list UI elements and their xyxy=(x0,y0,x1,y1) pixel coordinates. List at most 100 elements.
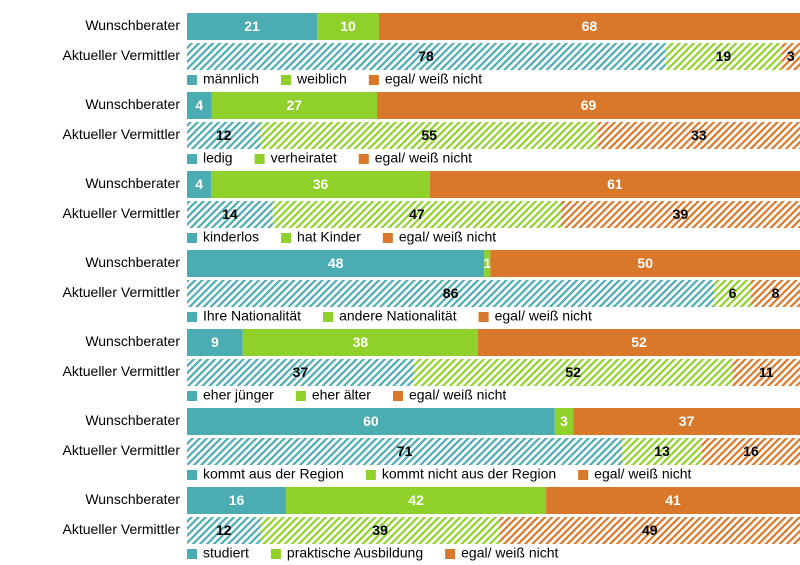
legend-label: egal/ weiß nicht xyxy=(461,545,558,561)
legend-label: studiert xyxy=(203,545,249,561)
bar-segment xyxy=(187,280,715,307)
category-label: Aktueller Vermittler xyxy=(63,284,181,300)
value-label: 3 xyxy=(560,413,568,429)
value-label: 39 xyxy=(372,522,388,538)
value-label: 11 xyxy=(759,364,774,380)
bar-segment xyxy=(597,122,800,149)
value-label: 14 xyxy=(222,206,238,222)
legend-swatch xyxy=(445,549,456,559)
value-label: 37 xyxy=(679,413,695,429)
category-label: Aktueller Vermittler xyxy=(63,363,181,379)
legend-swatch xyxy=(382,233,393,243)
legend-swatch xyxy=(281,75,292,85)
legend-label: andere Nationalität xyxy=(339,308,457,324)
value-label: 78 xyxy=(418,48,434,64)
bar-segment xyxy=(429,171,800,198)
value-label: 16 xyxy=(229,492,245,508)
bar-segment xyxy=(187,329,243,356)
bar-segment xyxy=(260,517,500,544)
bar-segment xyxy=(732,359,800,386)
legend-swatch xyxy=(187,470,197,480)
bar-segment xyxy=(622,438,702,465)
bar-segment xyxy=(286,487,547,514)
bar-segment xyxy=(187,487,287,514)
legend-label: kommt aus der Region xyxy=(203,466,344,482)
category-label: Wunschberater xyxy=(85,96,180,112)
value-label: 49 xyxy=(642,522,658,538)
legend-label: egal/ weiß nicht xyxy=(385,71,482,87)
value-label: 69 xyxy=(581,97,597,113)
value-label: 16 xyxy=(743,443,759,459)
legend-label: männlich xyxy=(203,71,259,87)
value-label: 52 xyxy=(631,334,647,350)
category-label: Wunschberater xyxy=(85,491,180,507)
bar-segment xyxy=(187,438,623,465)
bar-segment xyxy=(260,122,598,149)
category-label: Aktueller Vermittler xyxy=(63,126,181,142)
value-label: 86 xyxy=(443,285,459,301)
bar-segment xyxy=(187,517,261,544)
value-label: 42 xyxy=(408,492,424,508)
value-label: 27 xyxy=(286,97,302,113)
legend-swatch xyxy=(578,470,589,480)
legend-label: kinderlos xyxy=(203,229,259,245)
bar-segment xyxy=(187,13,318,40)
value-label: 36 xyxy=(313,176,329,192)
legend-swatch xyxy=(187,75,197,85)
legend-label: hat Kinder xyxy=(297,229,361,245)
value-label: 41 xyxy=(665,492,681,508)
bar-segment xyxy=(187,201,273,228)
value-label: 71 xyxy=(397,443,413,459)
legend-label: eher jünger xyxy=(203,387,274,403)
legend-label: weiblich xyxy=(296,71,347,87)
legend-label: ledig xyxy=(203,150,233,166)
legend-label: verheiratet xyxy=(271,150,337,166)
value-label: 61 xyxy=(607,176,623,192)
category-label: Wunschberater xyxy=(85,175,180,191)
legend-swatch xyxy=(323,312,334,322)
bar-segment xyxy=(554,408,574,435)
bar-segment xyxy=(187,171,212,198)
legend-label: eher älter xyxy=(312,387,371,403)
legend-label: egal/ weiß nicht xyxy=(399,229,496,245)
value-label: 21 xyxy=(244,18,260,34)
bar-segment xyxy=(484,250,491,277)
legend-swatch xyxy=(187,391,197,401)
legend-swatch xyxy=(295,391,306,401)
bar-segment xyxy=(560,201,800,228)
bar-segment xyxy=(187,92,212,119)
legend-swatch xyxy=(187,312,197,322)
bar-segment xyxy=(187,122,261,149)
category-label: Aktueller Vermittler xyxy=(63,47,181,63)
value-label: 4 xyxy=(195,176,203,192)
bar-segment xyxy=(750,280,800,307)
legend-label: egal/ weiß nicht xyxy=(409,387,506,403)
bar-segment xyxy=(499,517,800,544)
value-label: 12 xyxy=(216,127,232,143)
bar-segment xyxy=(187,408,555,435)
legend-swatch xyxy=(478,312,489,322)
value-label: 50 xyxy=(637,255,653,271)
bar-segment xyxy=(573,408,800,435)
legend-swatch xyxy=(270,549,281,559)
bar-segment xyxy=(272,201,561,228)
bar-segment xyxy=(211,171,430,198)
value-label: 12 xyxy=(216,522,232,538)
value-label: 47 xyxy=(409,206,425,222)
bar-segment xyxy=(187,43,666,70)
value-label: 38 xyxy=(353,334,369,350)
value-label: 68 xyxy=(582,18,598,34)
legend-swatch xyxy=(281,233,292,243)
legend-swatch xyxy=(365,470,376,480)
bar-segment xyxy=(478,329,800,356)
value-label: 3 xyxy=(787,48,795,64)
value-label: 10 xyxy=(340,18,356,34)
value-label: 33 xyxy=(691,127,707,143)
legend-label: praktische Ausbildung xyxy=(287,545,423,561)
category-label: Wunschberater xyxy=(85,412,180,428)
value-label: 4 xyxy=(195,97,203,113)
value-label: 19 xyxy=(716,48,732,64)
category-label: Wunschberater xyxy=(85,254,180,270)
bar-segment xyxy=(413,359,733,386)
